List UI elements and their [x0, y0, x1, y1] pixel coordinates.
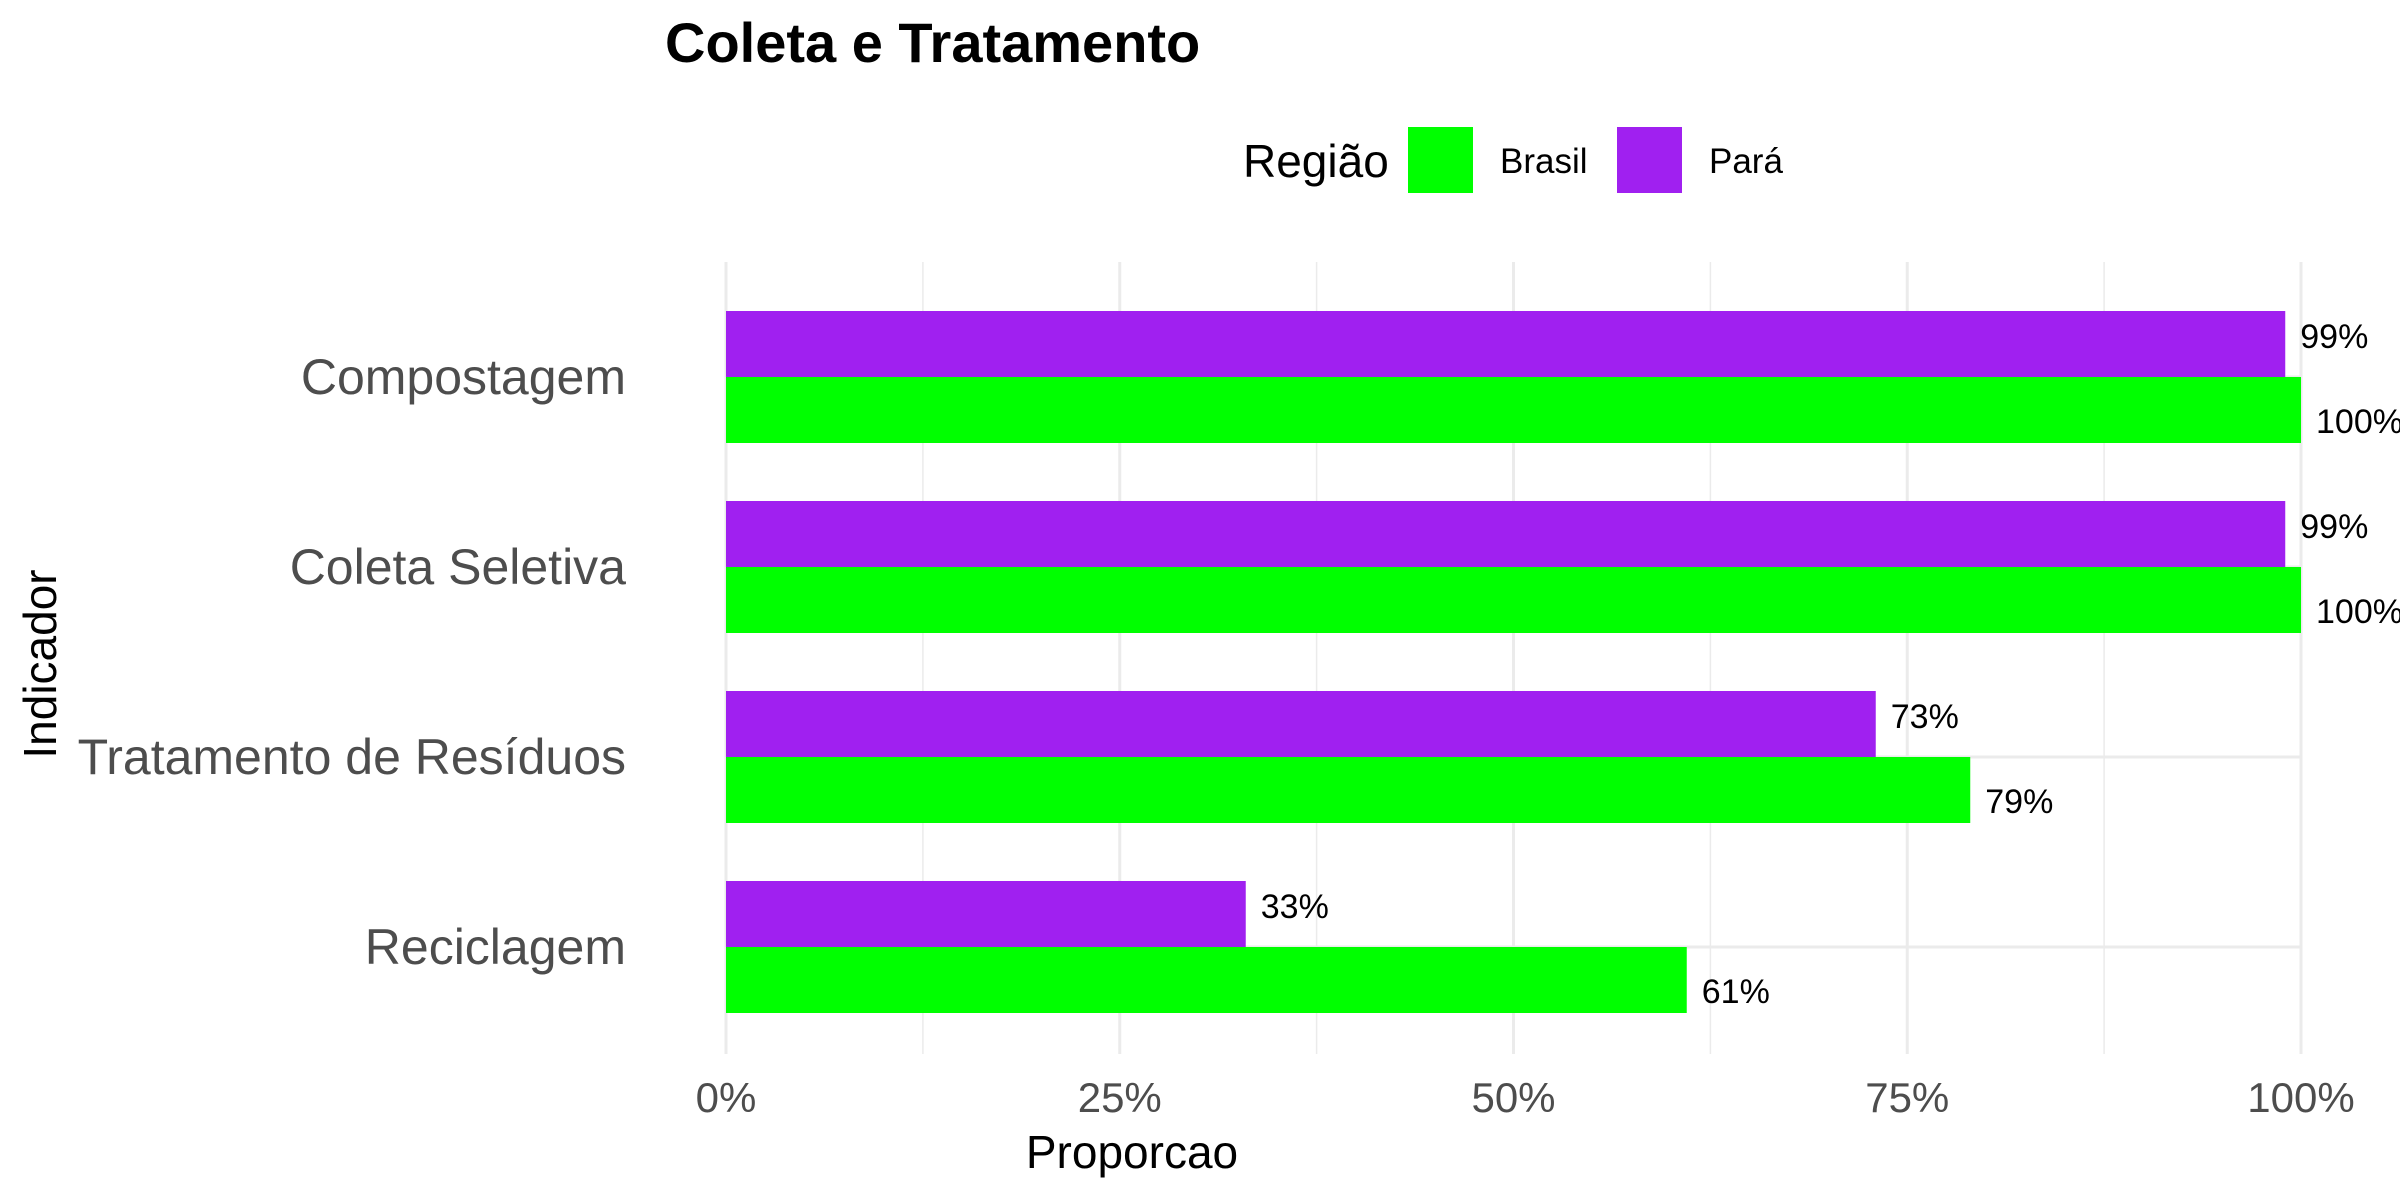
- data-label-brasil-reciclagem: 61%: [1702, 973, 1770, 1011]
- legend: Região Brasil Pará: [1243, 127, 1783, 193]
- bar-brasil-compostagem: [726, 377, 2301, 443]
- data-label-para-compostagem: 99%: [2300, 318, 2368, 356]
- bars: 99% 100% 99% 100% 73% 79% 33% 61%: [726, 311, 2400, 1013]
- category-labels: Compostagem Coleta Seletiva Tratamento de …: [78, 349, 627, 975]
- x-tick-label: 0%: [696, 1074, 757, 1121]
- bar-para-tratamento-de-residuos: [726, 691, 1876, 757]
- bar-brasil-reciclagem: [726, 947, 1687, 1013]
- x-tick-label: 75%: [1865, 1074, 1949, 1121]
- legend-label-brasil: Brasil: [1500, 142, 1588, 181]
- data-label-para-coleta-seletiva: 99%: [2300, 508, 2368, 546]
- x-tick-label: 100%: [2247, 1074, 2354, 1121]
- data-label-para-tratamento-de-residuos: 73%: [1891, 698, 1959, 736]
- data-label-brasil-coleta-seletiva: 100%: [2316, 593, 2400, 631]
- bar-para-coleta-seletiva: [726, 501, 2286, 567]
- x-tick-label: 50%: [1471, 1074, 1555, 1121]
- category-label-coleta-seletiva: Coleta Seletiva: [290, 539, 626, 595]
- bar-para-reciclagem: [726, 881, 1246, 947]
- x-axis-title: Proporcao: [1026, 1126, 1238, 1178]
- x-tick-label: 25%: [1078, 1074, 1162, 1121]
- legend-label-para: Pará: [1709, 142, 1783, 181]
- data-label-brasil-compostagem: 100%: [2316, 403, 2400, 441]
- bar-para-compostagem: [726, 311, 2286, 377]
- data-label-brasil-tratamento-de-residuos: 79%: [1985, 783, 2053, 821]
- chart-title: Coleta e Tratamento: [665, 11, 1200, 74]
- data-label-para-reciclagem: 33%: [1261, 888, 1329, 926]
- x-tick-labels: 0% 25% 50% 75% 100%: [696, 1074, 2355, 1121]
- legend-key-para: [1617, 127, 1682, 193]
- bar-brasil-coleta-seletiva: [726, 567, 2301, 633]
- legend-title: Região: [1243, 135, 1389, 187]
- category-label-compostagem: Compostagem: [301, 349, 626, 405]
- bar-brasil-tratamento-de-residuos: [726, 757, 1971, 823]
- category-label-reciclagem: Reciclagem: [365, 919, 626, 975]
- legend-key-brasil: [1408, 127, 1473, 193]
- category-label-tratamento-de-residuos: Tratamento de Resíduos: [78, 729, 626, 785]
- y-axis-title: Indicador: [14, 569, 66, 758]
